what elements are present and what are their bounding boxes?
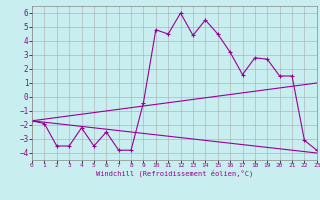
X-axis label: Windchill (Refroidissement éolien,°C): Windchill (Refroidissement éolien,°C) <box>96 170 253 177</box>
